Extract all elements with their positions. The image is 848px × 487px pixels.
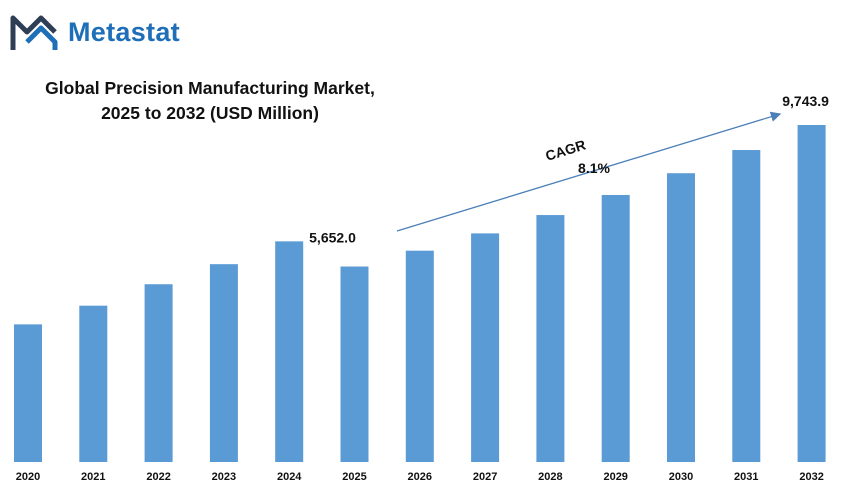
bar-2030: [667, 173, 695, 463]
data-label-2025: 5,652.0: [309, 230, 356, 246]
bar-2020: [14, 324, 42, 462]
x-tick-2022: 2022: [146, 471, 170, 483]
bar-2028: [536, 215, 565, 462]
data-label-2032: 9,743.9: [782, 93, 829, 109]
bar-2029: [601, 194, 630, 462]
chart-title: Global Precision Manufacturing Market, 2…: [20, 76, 400, 126]
x-tick-2024: 2024: [277, 471, 302, 483]
x-tick-2021: 2021: [81, 471, 105, 483]
data-labels: 5,652.0 9,743.9: [309, 93, 829, 246]
x-tick-2032: 2032: [799, 471, 823, 483]
bar-2031: [732, 150, 761, 462]
chart-title-line-1: Global Precision Manufacturing Market,: [45, 78, 375, 98]
bars-group: [14, 125, 826, 463]
brand-name: Metastat: [68, 16, 180, 47]
brand-logo: Metastat: [10, 12, 180, 52]
x-tick-2026: 2026: [408, 471, 432, 483]
x-tick-2030: 2030: [669, 471, 693, 483]
x-tick-2029: 2029: [603, 471, 627, 483]
bar-2021: [79, 305, 108, 462]
bar-2027: [471, 233, 500, 462]
x-tick-2025: 2025: [342, 471, 366, 483]
chart-title-line-2: 2025 to 2032 (USD Million): [101, 103, 319, 123]
bar-2026: [405, 250, 434, 462]
x-tick-2028: 2028: [538, 471, 562, 483]
bar-2023: [209, 264, 238, 462]
x-tick-2020: 2020: [16, 471, 40, 483]
bar-2032: [797, 125, 826, 462]
x-tick-2023: 2023: [212, 471, 236, 483]
bar-2024: [275, 241, 304, 462]
bar-2022: [144, 284, 173, 462]
cagr-arrow: [396, 111, 782, 232]
cagr-value: 8.1%: [578, 160, 610, 176]
bar-2025: [340, 266, 369, 462]
metastat-logo-icon: [10, 15, 58, 50]
x-tick-labels: 2020 2021 2022 2023 2024 2025 2026 2027 2028 2029…: [16, 471, 824, 483]
x-tick-2031: 2031: [734, 471, 758, 483]
x-tick-2027: 2027: [473, 471, 497, 483]
